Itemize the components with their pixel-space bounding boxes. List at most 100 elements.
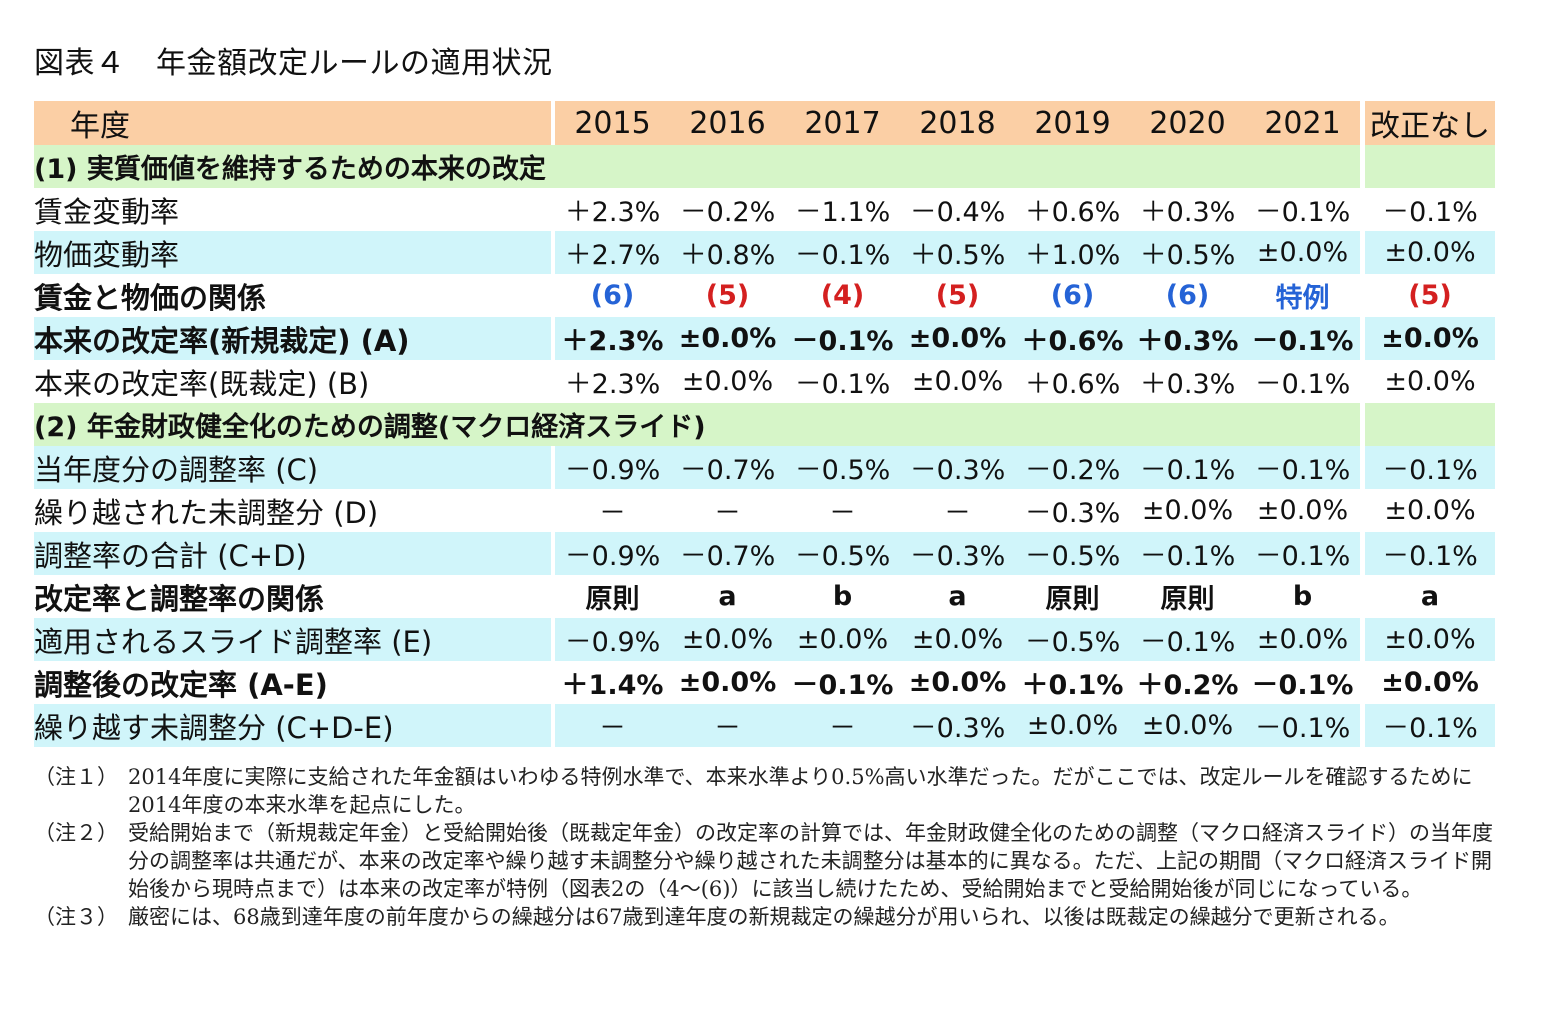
row-label: 調整後の改定率 (A-E) xyxy=(34,667,328,702)
value-cell: (6) xyxy=(1165,280,1210,311)
header-year: 2017 xyxy=(785,101,900,145)
value-cell: ±0.0% xyxy=(670,618,785,661)
value-cell: －0.1% xyxy=(1245,532,1360,575)
header-no-reform: 改正なし xyxy=(1365,101,1495,145)
value-cell: (4) xyxy=(820,280,865,311)
table-row: 当年度分の調整率 (C) －0.9% －0.7% －0.5% －0.3% －0.2% －0.… xyxy=(34,446,1495,489)
value-cell: ±0.0% xyxy=(1245,231,1360,274)
header-row: 年度 2015 2016 2017 2018 2019 2020 2021 改正なし xyxy=(34,101,1495,145)
value-cell: －0.1% xyxy=(1254,369,1351,400)
notes: （注１） 2014年度に実際に支給された年金額はいわゆる特例水準で、本来水準より… xyxy=(34,763,1510,931)
value-cell: －0.7% xyxy=(670,532,785,575)
value-cell: －0.4% xyxy=(909,197,1006,228)
value-cell: ±0.0% xyxy=(908,667,1007,698)
value-cell: ＋0.1% xyxy=(1021,670,1124,701)
header-year: 2016 xyxy=(670,101,785,145)
section-row: (1) 実質価値を維持するための本来の改定 xyxy=(34,145,1495,188)
value-cell: －0.7% xyxy=(670,446,785,489)
value-cell: －0.3% xyxy=(900,704,1015,747)
table-row: 賃金変動率 ＋2.3% －0.2% －1.1% －0.4% ＋0.6% ＋0.3% －0.1%… xyxy=(34,188,1495,231)
row-label: 物価変動率 xyxy=(34,231,551,274)
value-cell: ＋2.3% xyxy=(555,317,670,360)
value-cell: b xyxy=(1292,581,1313,612)
note-tag: （注１） xyxy=(34,765,118,789)
value-cell: －0.1% xyxy=(1382,197,1478,228)
value-cell: ＋0.5% xyxy=(900,231,1015,274)
note-1: （注１） 2014年度に実際に支給された年金額はいわゆる特例水準で、本来水準より… xyxy=(34,763,1510,819)
header-year: 2020 xyxy=(1130,101,1245,145)
value-cell: ±0.0% xyxy=(678,667,777,698)
note-tag: （注２） xyxy=(34,821,118,845)
row-label: 適用されるスライド調整率 (E) xyxy=(34,618,551,661)
row-label: 本来の改定率(既裁定) (B) xyxy=(34,366,370,401)
value-cell: ＋2.7% xyxy=(555,231,670,274)
value-cell: －0.1% xyxy=(1130,618,1245,661)
header-year: 2021 xyxy=(1245,101,1360,145)
row-label: 繰り越された未調整分 (D) xyxy=(34,495,379,530)
value-cell: ＋0.3% xyxy=(1139,369,1236,400)
table-row: 調整率の合計 (C+D) －0.9% －0.7% －0.5% －0.3% －0.5% －0.… xyxy=(34,532,1495,575)
value-cell: (5) xyxy=(1408,280,1452,311)
value-cell: a xyxy=(1420,581,1440,612)
section-title: (1) 実質価値を維持するための本来の改定 xyxy=(34,145,1360,188)
table-row: 本来の改定率(新規裁定) (A) ＋2.3% ±0.0% －0.1% ±0.0% ＋0.6… xyxy=(34,317,1495,360)
note-tag: （注３） xyxy=(34,905,118,929)
section-fill xyxy=(1365,145,1495,188)
row-label: 賃金と物価の関係 xyxy=(34,280,267,315)
table-row: 適用されるスライド調整率 (E) －0.9% ±0.0% ±0.0% ±0.0% －0.5… xyxy=(34,618,1495,661)
value-cell: (6) xyxy=(1050,280,1095,311)
row-label: 調整率の合計 (C+D) xyxy=(34,532,551,575)
value-cell: －0.1% xyxy=(791,670,894,701)
value-cell: －0.3% xyxy=(900,446,1015,489)
value-cell: －0.3% xyxy=(900,532,1015,575)
value-cell: ±0.0% xyxy=(785,618,900,661)
value-cell: －0.5% xyxy=(1015,532,1130,575)
page-title: 図表４ 年金額改定ルールの適用状況 xyxy=(34,46,553,81)
value-cell: ±0.0% xyxy=(1256,495,1349,526)
value-cell: －0.9% xyxy=(555,446,670,489)
value-cell: ＋0.5% xyxy=(1130,231,1245,274)
section-row: (2) 年金財政健全化のための調整(マクロ経済スライド) xyxy=(34,403,1495,446)
value-cell: a xyxy=(948,581,967,612)
value-cell: －0.1% xyxy=(1130,532,1245,575)
value-cell: － xyxy=(599,498,626,529)
value-cell: －1.1% xyxy=(794,197,891,228)
row-label: 繰り越す未調整分 (C+D-E) xyxy=(34,704,551,747)
value-cell: －0.1% xyxy=(1130,446,1245,489)
value-cell: －0.5% xyxy=(785,532,900,575)
value-cell: ±0.0% xyxy=(911,366,1004,397)
value-cell: －0.1% xyxy=(1251,670,1354,701)
value-cell: ±0.0% xyxy=(1384,495,1476,526)
value-cell: － xyxy=(714,498,741,529)
table-row: 物価変動率 ＋2.7% ＋0.8% －0.1% ＋0.5% ＋1.0% ＋0.5% ±0.0%… xyxy=(34,231,1495,274)
value-cell: ＋0.3% xyxy=(1139,197,1236,228)
note-2: （注２） 受給開始まで（新規裁定年金）と受給開始後（既裁定年金）の改定率の計算で… xyxy=(34,819,1510,903)
value-cell: －0.1% xyxy=(1254,197,1351,228)
value-cell: －0.1% xyxy=(785,231,900,274)
value-cell: －0.3% xyxy=(1024,498,1121,529)
table-row: 本来の改定率(既裁定) (B) ＋2.3% ±0.0% －0.1% ±0.0% ＋0.6%… xyxy=(34,360,1495,403)
value-cell: － xyxy=(944,498,971,529)
table-row: 繰り越された未調整分 (D) － － － － －0.3% ±0.0% ±0.0% ±0.0% xyxy=(34,489,1495,532)
value-cell: ＋2.3% xyxy=(564,197,661,228)
value-cell: ±0.0% xyxy=(1365,317,1495,360)
value-cell: ＋1.0% xyxy=(1015,231,1130,274)
value-cell: b xyxy=(832,581,853,612)
row-label: 本来の改定率(新規裁定) (A) xyxy=(34,317,551,360)
value-cell: －0.1% xyxy=(1365,704,1495,747)
note-text: 2014年度に実際に支給された年金額はいわゆる特例水準で、本来水準より0.5%高… xyxy=(128,765,1473,817)
table-row: 調整後の改定率 (A-E) ＋1.4% ±0.0% －0.1% ±0.0% ＋0.1% ＋0… xyxy=(34,661,1495,704)
value-cell: －0.2% xyxy=(679,197,776,228)
value-cell: －0.1% xyxy=(1365,446,1495,489)
value-cell: － xyxy=(785,704,900,747)
table-row: 繰り越す未調整分 (C+D-E) －－－－0.3% ±0.0% ±0.0% －0.1% －… xyxy=(34,704,1495,747)
value-cell: －0.1% xyxy=(785,317,900,360)
value-cell: －0.1% xyxy=(1245,704,1360,747)
row-label: 改定率と調整率の関係 xyxy=(34,581,325,616)
header-year: 2015 xyxy=(555,101,670,145)
value-cell: ±0.0% xyxy=(1384,366,1476,397)
value-cell: (6) xyxy=(590,280,635,311)
header-year: 2018 xyxy=(900,101,1015,145)
value-cell: ±0.0% xyxy=(1130,704,1245,747)
value-cell: －0.5% xyxy=(1015,618,1130,661)
